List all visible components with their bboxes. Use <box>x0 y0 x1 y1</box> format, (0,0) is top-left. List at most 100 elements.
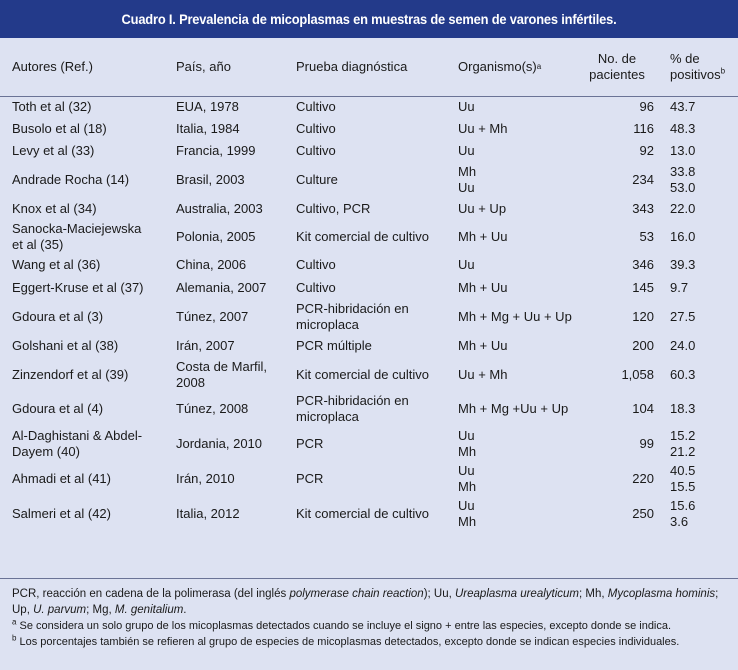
table-row: Eggert-Kruse et al (37) Alemania, 2007 Cul… <box>0 276 738 300</box>
cell-pais: Jordania, 2010 <box>176 426 294 462</box>
footnote-abbr-segment: ); Uu, <box>423 588 455 600</box>
cell-organismo-line: Mh + Uu <box>458 229 508 244</box>
cell-pais-line: Irán, 2007 <box>176 338 235 353</box>
cell-pais-line: Jordania, 2010 <box>176 436 263 451</box>
cell-organismo-line: Uu + Mh <box>458 121 508 136</box>
header-organismo-text: Organismo(s) <box>458 59 537 74</box>
header-pais: País, año <box>176 59 231 74</box>
cell-positivos-line: 18.3 <box>670 401 696 416</box>
header-positivos: % de positivosb <box>670 38 734 96</box>
header-pacientes: No. de pacientes <box>580 38 654 96</box>
cell-pacientes: 220 <box>580 462 654 496</box>
cell-autor-line: Sanocka-Maciejewska <box>12 221 142 236</box>
table-row: Al-Daghistani & Abdel- Dayem (40) Jordania… <box>0 426 738 462</box>
cell-pais-line: Italia, 1984 <box>176 121 240 136</box>
footnote-abbreviations: PCR, reacción en cadena de la polimerasa… <box>12 586 732 618</box>
table-footnotes: PCR, reacción en cadena de la polimerasa… <box>12 586 732 650</box>
cell-prueba: PCR-hibridación en microplaca <box>296 300 456 334</box>
cell-prueba: Cultivo, PCR <box>296 198 456 220</box>
cell-pacientes-line: 145 <box>632 280 654 295</box>
cell-organismo: Mh + Mg + Uu + Up <box>458 300 588 334</box>
cell-prueba: PCR múltiple <box>296 334 456 358</box>
footnote-abbr-segment: polymerase chain reaction <box>289 588 424 600</box>
cell-pais: China, 2006 <box>176 254 294 276</box>
header-organismo: Organismo(s) a <box>458 59 542 74</box>
cell-organismo-line: Mh + Mg +Uu + Up <box>458 401 569 416</box>
cell-positivos-line: 24.0 <box>670 338 696 353</box>
cell-pacientes: 346 <box>580 254 654 276</box>
cell-positivos: 60.3 <box>670 358 734 392</box>
cell-organismo: Uu Mh <box>458 462 588 496</box>
cell-positivos: 15.2 21.2 <box>670 426 734 462</box>
table-row: Andrade Rocha (14) Brasil, 2003 Culture Mh U… <box>0 162 738 198</box>
cell-prueba-line: Cultivo <box>296 257 336 272</box>
cell-autor-line: Ahmadi et al (41) <box>12 471 111 486</box>
cell-pais: Australia, 2003 <box>176 198 294 220</box>
cell-organismo-line: Uu <box>458 428 475 443</box>
cell-organismo: Mh + Uu <box>458 276 588 300</box>
cell-pacientes: 104 <box>580 392 654 426</box>
header-positivos-l2: positivos <box>670 67 721 82</box>
cell-prueba-line: Cultivo, PCR <box>296 201 371 216</box>
cell-autor: Sanocka-Maciejewska et al (35) <box>12 220 172 254</box>
cell-autor: Wang et al (36) <box>12 254 172 276</box>
cell-pacientes-line: 250 <box>632 506 654 521</box>
cell-autor-line: Toth et al (32) <box>12 99 92 114</box>
footnote-abbr-segment: ; Mh, <box>579 588 608 600</box>
footnote-abbr-segment: ; Mg, <box>86 604 115 616</box>
cell-organismo: Uu <box>458 140 588 162</box>
cell-autor-line: Salmeri et al (42) <box>12 506 111 521</box>
cell-positivos-line: 13.0 <box>670 143 696 158</box>
cell-positivos: 43.7 <box>670 96 734 118</box>
cell-positivos-line: 39.3 <box>670 257 696 272</box>
cell-autor-line: Eggert-Kruse et al (37) <box>12 280 144 295</box>
table-bottom-rule <box>0 578 738 579</box>
cell-pais-line: Brasil, 2003 <box>176 172 245 187</box>
cell-positivos: 24.0 <box>670 334 734 358</box>
cell-positivos-line: 48.3 <box>670 121 696 136</box>
table-header: Autores (Ref.) País, año Prueba diagnóst… <box>0 38 738 97</box>
cell-prueba-line: Culture <box>296 172 338 187</box>
cell-pacientes-line: 116 <box>633 121 654 136</box>
cell-positivos-line: 53.0 <box>670 180 696 195</box>
cell-positivos-line: 16.0 <box>670 229 696 244</box>
header-pacientes-l1: No. de <box>597 51 637 66</box>
cell-positivos-line: 15.5 <box>670 479 696 494</box>
table-row: Golshani et al (38) Irán, 2007 PCR múltipl… <box>0 334 738 358</box>
cell-pais: Italia, 1984 <box>176 118 294 140</box>
cell-autor: Golshani et al (38) <box>12 334 172 358</box>
cell-organismo: Uu + Mh <box>458 358 588 392</box>
cell-pacientes-line: 92 <box>639 143 654 158</box>
cell-organismo: Uu + Up <box>458 198 588 220</box>
header-autores: Autores (Ref.) <box>12 59 93 74</box>
cell-pacientes: 343 <box>580 198 654 220</box>
cell-organismo-line: Uu <box>458 180 475 195</box>
cell-pacientes: 120 <box>580 300 654 334</box>
cell-pais-line: Costa de Marfil, <box>176 359 268 374</box>
cell-pais-line: Polonia, 2005 <box>176 229 256 244</box>
cell-autor: Eggert-Kruse et al (37) <box>12 276 172 300</box>
cell-prueba-line: PCR-hibridación en <box>296 301 409 316</box>
cell-prueba-line: microplaca <box>296 317 359 332</box>
cell-pacientes-line: 96 <box>639 99 654 114</box>
cell-prueba-line: microplaca <box>296 409 359 424</box>
cell-pais: EUA, 1978 <box>176 96 294 118</box>
cell-pacientes: 99 <box>580 426 654 462</box>
cell-organismo-line: Uu <box>458 498 475 513</box>
table-row: Gdoura et al (4) Túnez, 2008 PCR-hibridaci… <box>0 392 738 426</box>
cell-positivos-line: 27.5 <box>670 309 696 324</box>
cell-prueba: Kit comercial de cultivo <box>296 358 456 392</box>
cell-autor-line: et al (35) <box>12 237 64 252</box>
cell-organismo-line: Mh <box>458 479 477 494</box>
cell-autor-line: Andrade Rocha (14) <box>12 172 130 187</box>
cell-autor-line: Knox et al (34) <box>12 201 97 216</box>
cell-positivos-line: 15.6 <box>670 498 696 513</box>
cell-organismo-line: Mh + Uu <box>458 280 508 295</box>
cell-autor: Al-Daghistani & Abdel- Dayem (40) <box>12 426 172 462</box>
cell-organismo: Uu <box>458 254 588 276</box>
table-row: Sanocka-Maciejewska et al (35) Polonia, 20… <box>0 220 738 254</box>
cell-positivos: 9.7 <box>670 276 734 300</box>
cell-organismo: Uu Mh <box>458 496 588 532</box>
cell-autor: Levy et al (33) <box>12 140 172 162</box>
cell-positivos: 15.6 3.6 <box>670 496 734 532</box>
